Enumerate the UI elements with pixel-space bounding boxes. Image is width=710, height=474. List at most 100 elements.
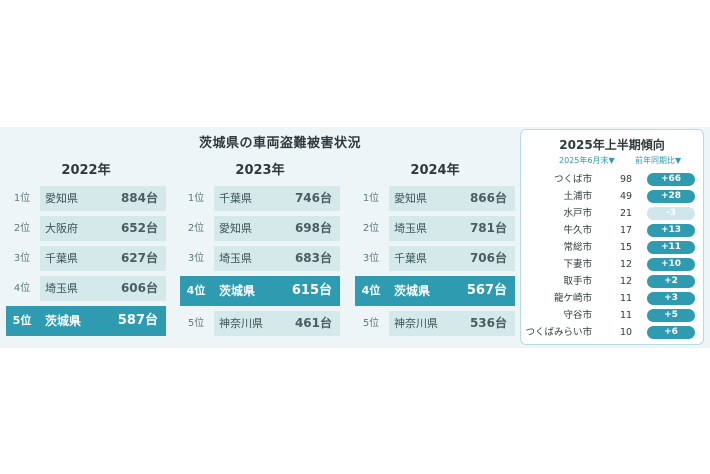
ranking-bar: 埼玉県 606台 (40, 276, 166, 301)
diff-badge: +3 (647, 292, 695, 305)
city-row: 下妻市 12 +10 (521, 257, 703, 272)
city-count: 49 (619, 191, 633, 202)
ranking-bar: 神奈川県 536台 (389, 311, 515, 336)
rank-label: 1位 (362, 193, 380, 204)
city-count: 12 (619, 276, 633, 287)
city-count: 12 (619, 259, 633, 270)
prefecture-name: 茨城県 (45, 314, 82, 328)
year-column-2022: 2022年 1位 愛知県 884台 2位 大阪府 652台 3位 千葉県 627… (6, 162, 166, 341)
city-row: 土浦市 49 +28 (521, 189, 703, 204)
prefecture-name: 茨城県 (394, 284, 431, 298)
year-title: 2023年 (235, 163, 285, 178)
diff-badge: +13 (647, 224, 695, 237)
diff-badge: +11 (647, 241, 695, 254)
ranking-bar: 茨城県 587台 (40, 306, 166, 336)
theft-count: 627台 (120, 251, 158, 265)
prefecture-name: 埼玉県 (219, 252, 252, 265)
city-name: 取手市 (563, 276, 592, 287)
city-name: 下妻市 (563, 259, 592, 270)
ranking-bar: 大阪府 652台 (40, 216, 166, 241)
prefecture-name: 埼玉県 (45, 282, 78, 295)
year-title: 2022年 (61, 163, 111, 178)
theft-count: 615台 (291, 283, 332, 298)
city-row: 水戸市 21 -3 (521, 206, 703, 221)
city-name: 常総市 (563, 242, 592, 253)
ranking-bar: 愛知県 698台 (214, 216, 340, 241)
ranking-bar: 愛知県 866台 (389, 186, 515, 211)
card-title: 2025年上半期傾向 (559, 138, 665, 152)
diff-badge: -3 (647, 207, 695, 220)
prefecture-name: 愛知県 (45, 192, 78, 205)
theft-count: 652台 (120, 221, 158, 235)
city-name: 水戸市 (563, 208, 592, 219)
ranking-bar: 千葉県 706台 (389, 246, 515, 271)
ranking-row: 5位 神奈川県 461台 (180, 311, 340, 336)
ranking-row: 1位 愛知県 866台 (355, 186, 515, 211)
theft-count: 746台 (294, 191, 332, 205)
diff-badge: +6 (647, 326, 695, 339)
diff-badge: +10 (647, 258, 695, 271)
rank-label: 3位 (13, 253, 31, 264)
ranking-bar: 茨城県 567台 (389, 276, 515, 306)
prefecture-name: 千葉県 (394, 252, 427, 265)
city-count: 21 (619, 208, 633, 219)
ranking-row: 2位 大阪府 652台 (6, 216, 166, 241)
city-name: つくばみらい市 (525, 327, 592, 338)
city-name: 守谷市 (563, 310, 592, 321)
rank-label: 2位 (362, 223, 380, 234)
rank-label: 3位 (187, 253, 205, 264)
city-count: 11 (619, 293, 633, 304)
rank-label: 5位 (187, 318, 205, 329)
city-row: 牛久市 17 +13 (521, 223, 703, 238)
city-count: 15 (619, 242, 633, 253)
theft-count: 781台 (469, 221, 507, 235)
prefecture-name: 千葉県 (45, 252, 78, 265)
theft-count: 866台 (469, 191, 507, 205)
ranking-row-highlighted: 5位 茨城県 587台 (6, 306, 166, 336)
city-count: 98 (619, 174, 633, 185)
year-title: 2024年 (410, 163, 460, 178)
ranking-bar: 愛知県 884台 (40, 186, 166, 211)
diff-badge: +66 (647, 173, 695, 186)
year-column-2023: 2023年 1位 千葉県 746台 2位 愛知県 698台 3位 埼玉県 683… (180, 162, 340, 341)
city-row: 常総市 15 +11 (521, 240, 703, 255)
ranking-row: 3位 千葉県 627台 (6, 246, 166, 271)
ranking-bar: 千葉県 746台 (214, 186, 340, 211)
rank-label: 5位 (362, 318, 380, 329)
diff-badge: +28 (647, 190, 695, 203)
city-row: 取手市 12 +2 (521, 274, 703, 289)
year-column-2024: 2024年 1位 愛知県 866台 2位 埼玉県 781台 3位 千葉県 706… (355, 162, 515, 341)
rank-label: 2位 (187, 223, 205, 234)
rank-label: 4位 (186, 284, 206, 297)
theft-count: 567台 (466, 283, 507, 298)
city-name: 牛久市 (563, 225, 592, 236)
ranking-row: 3位 千葉県 706台 (355, 246, 515, 271)
prefecture-name: 愛知県 (394, 192, 427, 205)
rank-label: 5位 (12, 314, 32, 327)
ranking-row: 5位 神奈川県 536台 (355, 311, 515, 336)
theft-count: 587台 (117, 313, 158, 328)
column-header-diff: 前年同期比▼ (635, 156, 682, 165)
city-name: 龍ケ崎市 (553, 293, 592, 304)
city-row: つくばみらい市 10 +6 (521, 325, 703, 340)
ranking-row: 3位 埼玉県 683台 (180, 246, 340, 271)
city-count: 10 (619, 327, 633, 338)
city-row: 守谷市 11 +5 (521, 308, 703, 323)
rank-label: 4位 (361, 284, 381, 297)
ranking-row-highlighted: 4位 茨城県 567台 (355, 276, 515, 306)
prefecture-name: 愛知県 (219, 222, 252, 235)
prefecture-name: 神奈川県 (219, 317, 263, 330)
city-row: つくば市 98 +66 (521, 172, 703, 187)
prefecture-name: 神奈川県 (394, 317, 438, 330)
ranking-bar: 神奈川県 461台 (214, 311, 340, 336)
ranking-row: 2位 愛知県 698台 (180, 216, 340, 241)
city-count: 17 (619, 225, 633, 236)
city-name: つくば市 (553, 174, 592, 185)
rank-label: 1位 (187, 193, 205, 204)
ranking-bar: 千葉県 627台 (40, 246, 166, 271)
first-half-2025-card: 2025年上半期傾向 2025年6月末▼ 前年同期比▼ つくば市 98 +66 … (520, 129, 704, 345)
rank-label: 3位 (362, 253, 380, 264)
theft-count: 706台 (469, 251, 507, 265)
diff-badge: +2 (647, 275, 695, 288)
ranking-row: 2位 埼玉県 781台 (355, 216, 515, 241)
